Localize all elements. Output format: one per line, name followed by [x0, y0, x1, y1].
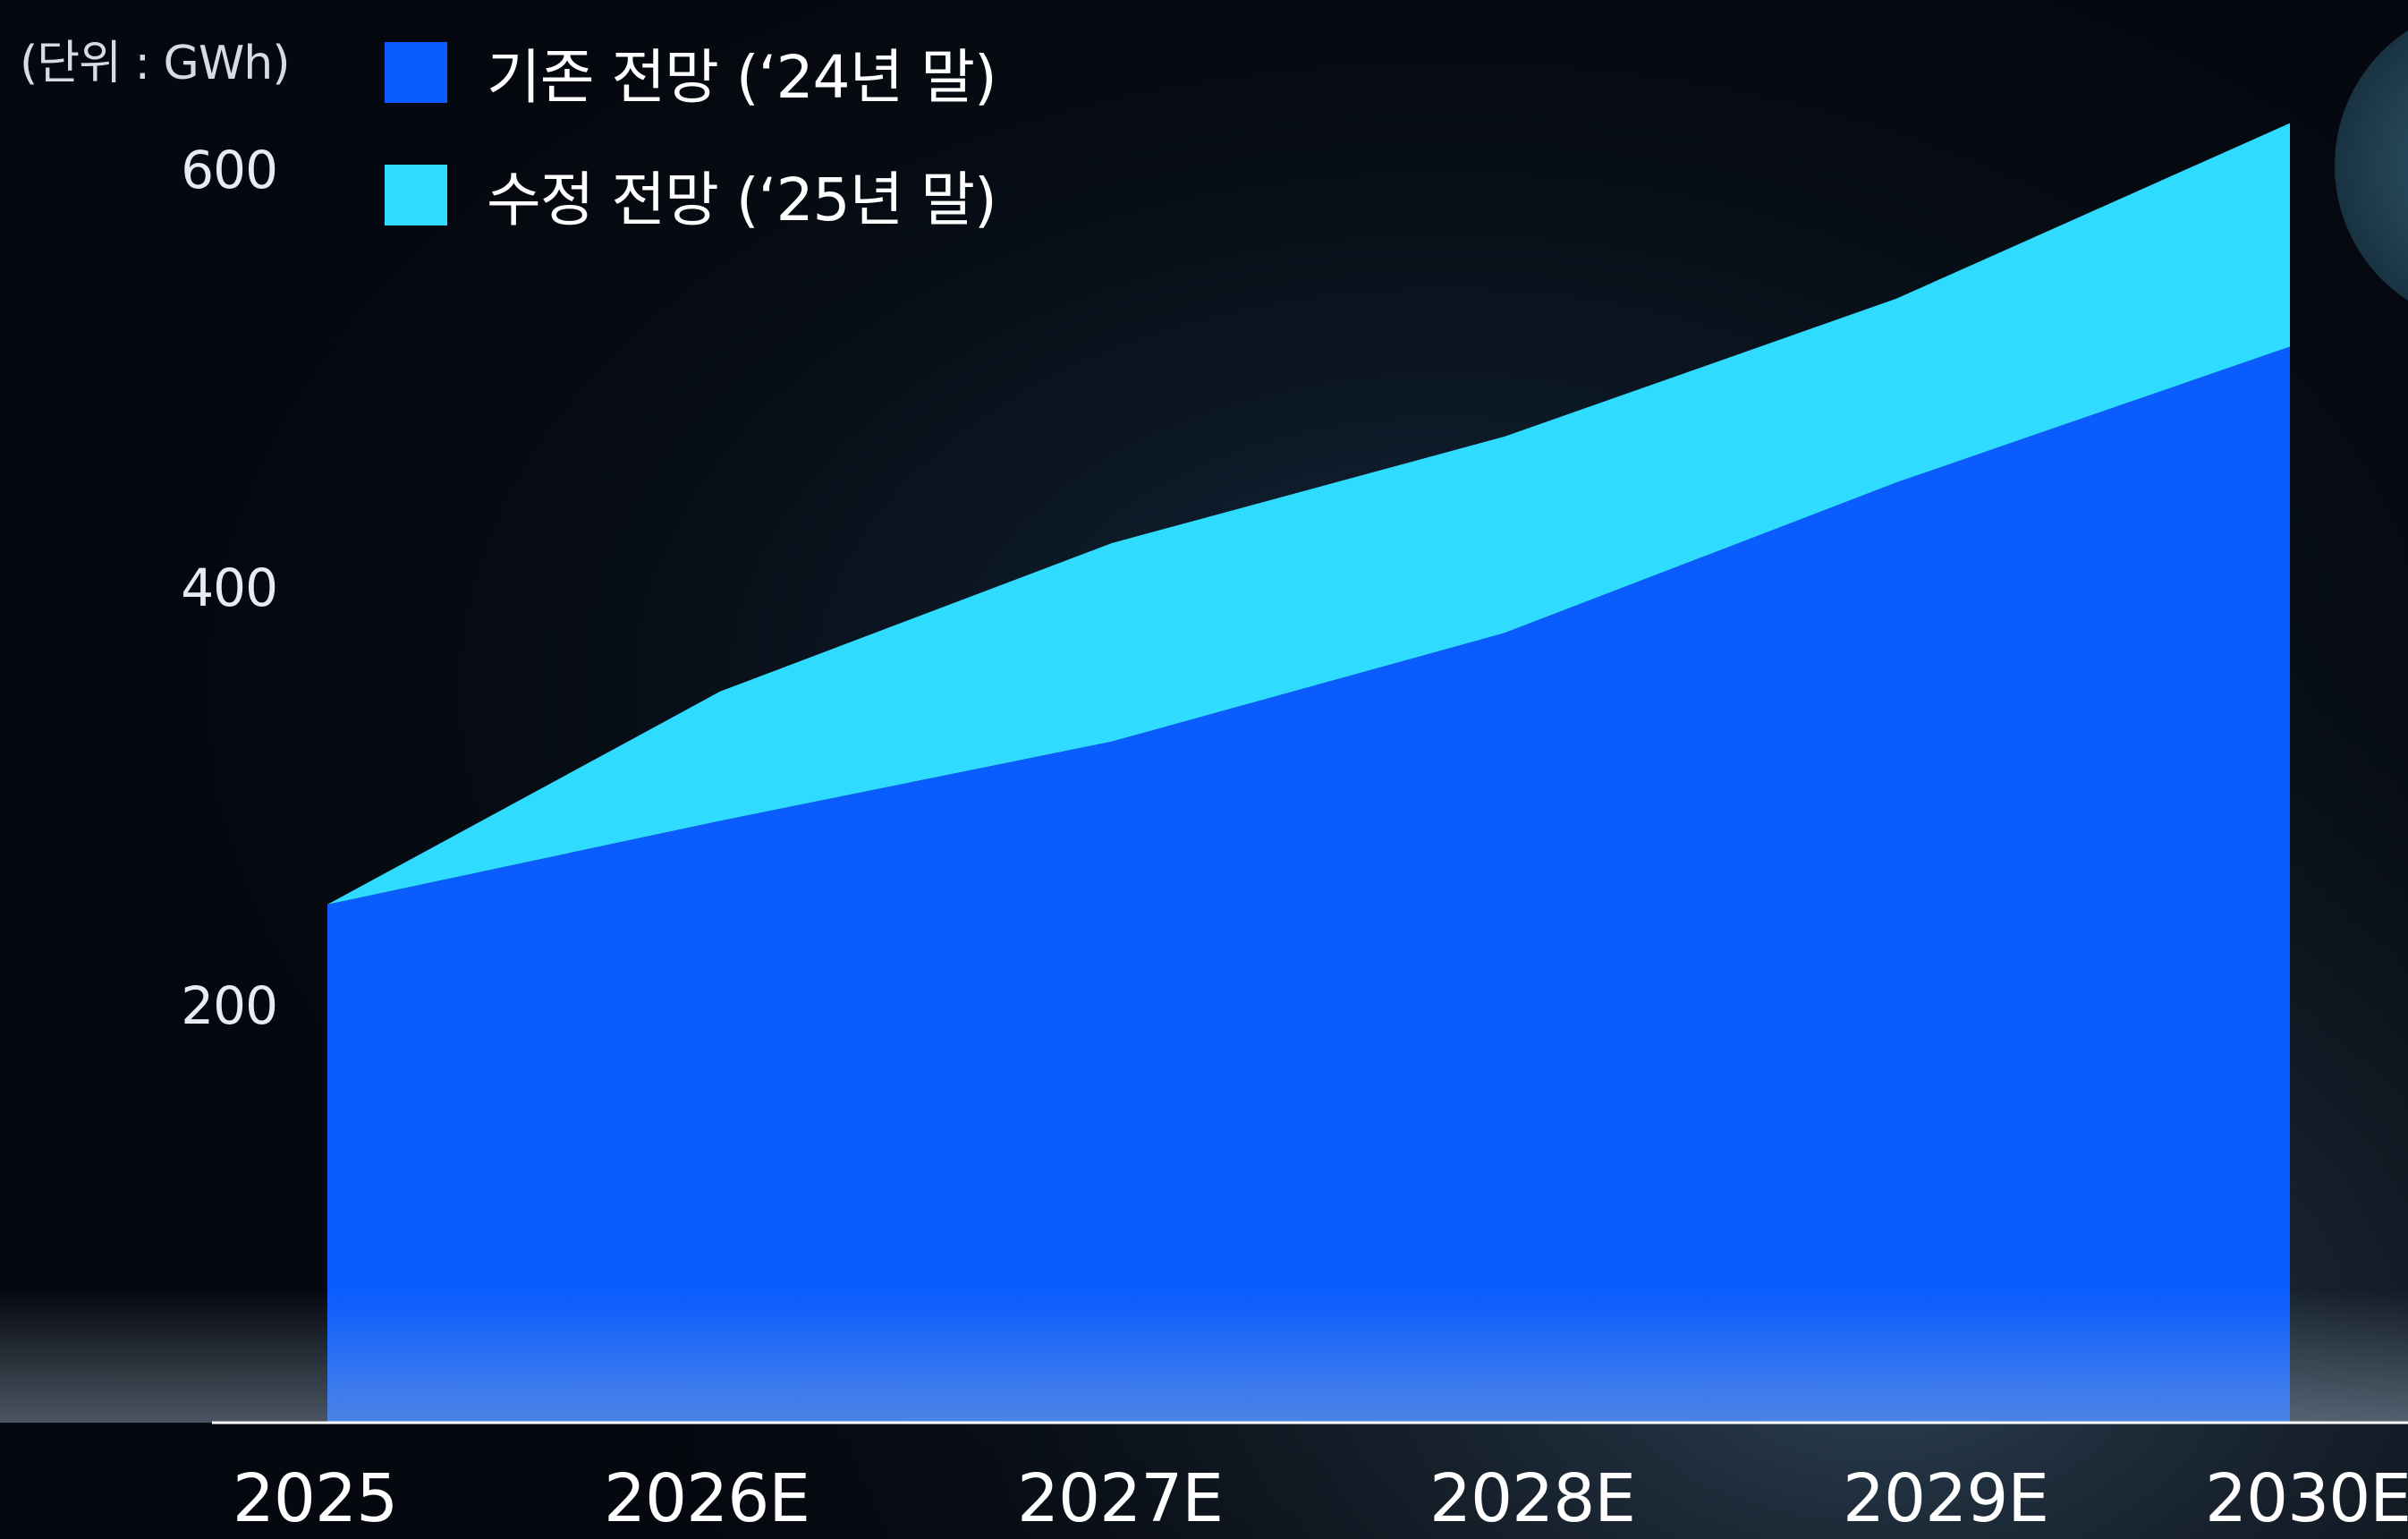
x-tick-2026e: 2026E — [603, 1460, 810, 1537]
x-tick-2029e: 2029E — [1842, 1460, 2049, 1537]
unit-label: (단위 : GWh) — [20, 37, 291, 90]
legend-label-revised: 수정 전망 (‘25년 말) — [487, 166, 997, 234]
legend-label-previous: 기존 전망 (‘24년 말) — [487, 42, 997, 112]
x-tick-2030e: 2030E — [2204, 1460, 2408, 1537]
area-series-revised — [327, 123, 2290, 905]
legend-swatch-revised — [385, 165, 447, 225]
fog-overlay — [0, 1127, 2408, 1423]
legend-swatch-previous — [385, 41, 447, 103]
x-tick-2028e: 2028E — [1429, 1460, 1636, 1537]
legend-item-previous: 기존 전망 (‘24년 말) — [385, 16, 997, 128]
y-tick-600: 600 — [181, 140, 278, 200]
y-tick-200: 200 — [181, 975, 278, 1036]
legend-item-revised: 수정 전망 (‘25년 말) — [385, 128, 997, 262]
x-tick-2025: 2025 — [232, 1460, 398, 1537]
x-tick-2027e: 2027E — [1016, 1460, 1224, 1537]
legend: 기존 전망 (‘24년 말) 수정 전망 (‘25년 말) — [385, 16, 997, 262]
moon-decoration — [2335, 30, 2408, 301]
y-tick-400: 400 — [181, 557, 278, 618]
